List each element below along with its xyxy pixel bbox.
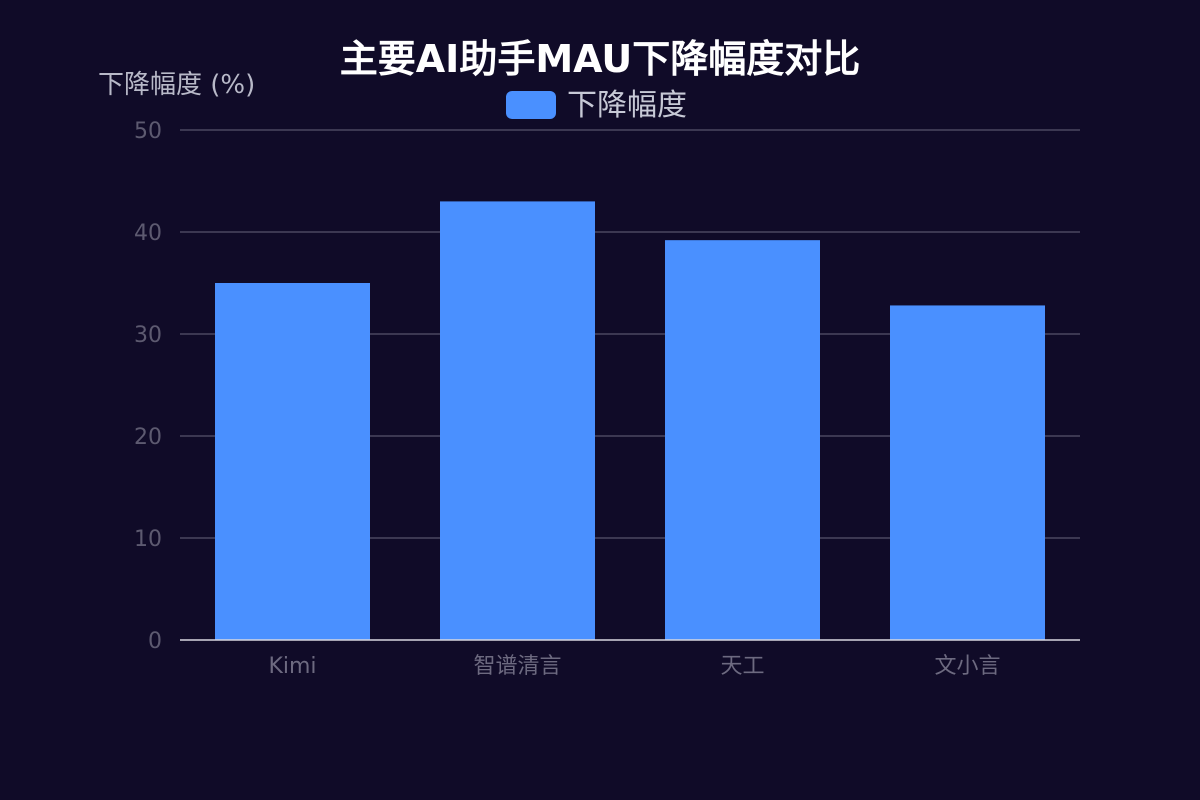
bar-3[interactable] bbox=[665, 240, 820, 640]
y-tick-label: 10 bbox=[134, 527, 162, 552]
y-tick-label: 0 bbox=[148, 629, 162, 654]
y-tick-label: 40 bbox=[134, 221, 162, 246]
y-tick-label: 30 bbox=[134, 323, 162, 348]
bar-4[interactable] bbox=[890, 305, 1045, 640]
chart-title: 主要AI助手MAU下降幅度对比 bbox=[340, 37, 860, 81]
bar-1[interactable] bbox=[215, 283, 370, 640]
legend[interactable]: 下降幅度 bbox=[506, 88, 687, 123]
legend-swatch bbox=[506, 91, 556, 119]
y-tick-label: 20 bbox=[134, 425, 162, 450]
bars bbox=[215, 201, 1045, 640]
x-category-label: 文小言 bbox=[934, 654, 1000, 679]
y-axis-label: 下降幅度 (%) bbox=[98, 70, 255, 100]
x-category-label: 天工 bbox=[720, 654, 764, 679]
bar-2[interactable] bbox=[440, 201, 595, 640]
y-axis-ticks: 0 10 20 30 40 50 bbox=[134, 119, 162, 654]
x-axis-categories: Kimi 智谱清言 天工 文小言 bbox=[268, 654, 1000, 679]
legend-label: 下降幅度 bbox=[567, 88, 687, 123]
y-tick-label: 50 bbox=[134, 119, 162, 144]
x-category-label: Kimi bbox=[268, 654, 316, 679]
x-category-label: 智谱清言 bbox=[473, 654, 561, 679]
